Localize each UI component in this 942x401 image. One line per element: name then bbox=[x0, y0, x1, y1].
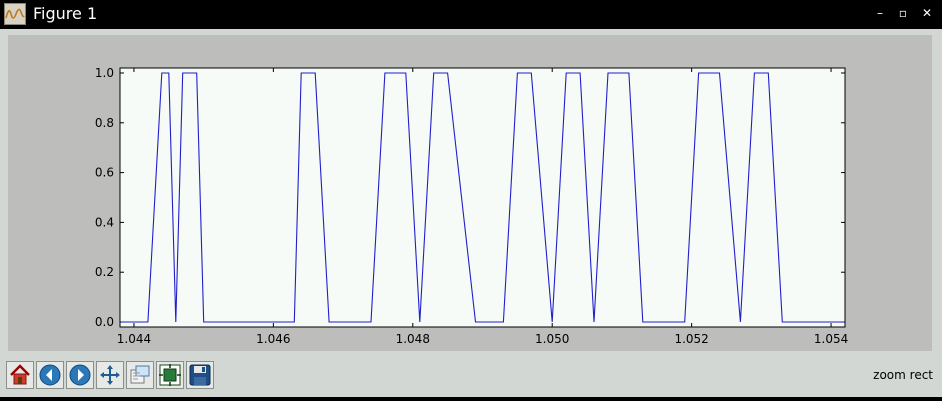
zoom-button[interactable] bbox=[126, 361, 154, 389]
y-tick-label: 0.4 bbox=[95, 215, 114, 229]
plot-area bbox=[120, 68, 845, 327]
close-button[interactable]: ✕ bbox=[921, 6, 933, 20]
pan-button[interactable] bbox=[96, 361, 124, 389]
x-tick-label: 1.046 bbox=[256, 332, 290, 346]
title-bar[interactable]: Figure 1 – ▫ ✕ bbox=[0, 0, 942, 29]
y-tick-label: 1.0 bbox=[95, 66, 114, 80]
home-icon bbox=[10, 364, 30, 385]
series-group bbox=[120, 72, 845, 323]
toolbar-status-message: zoom rect bbox=[873, 368, 933, 382]
navigation-toolbar: zoom rect bbox=[0, 359, 942, 393]
save-icon bbox=[189, 364, 211, 386]
zoom-icon bbox=[130, 365, 150, 384]
y-tick-label: 0.8 bbox=[95, 116, 114, 130]
subplots-button[interactable] bbox=[156, 361, 184, 389]
plot-frame bbox=[119, 67, 846, 328]
matplotlib-app-icon bbox=[4, 3, 26, 25]
forward-button[interactable] bbox=[66, 361, 94, 389]
waveform-icon bbox=[5, 8, 25, 19]
line-chart[interactable]: 1.044 1.046 1.048 1.050 1.052 1.054 0.0 0.2 0.4… bbox=[8, 35, 932, 351]
x-tick-label: 1.052 bbox=[674, 332, 708, 346]
y-tick-label: 0.2 bbox=[95, 265, 114, 279]
save-button[interactable] bbox=[186, 361, 214, 389]
x-tick-label: 1.048 bbox=[396, 332, 430, 346]
window-title: Figure 1 bbox=[33, 4, 98, 23]
home-button[interactable] bbox=[6, 361, 34, 389]
y-tick-labels: 0.0 0.2 0.4 0.6 0.8 1.0 bbox=[95, 66, 114, 329]
back-button[interactable] bbox=[36, 361, 64, 389]
minimize-button[interactable]: – bbox=[877, 6, 883, 20]
figure-canvas[interactable]: 1.044 1.046 1.048 1.050 1.052 1.054 0.0 0.2 0.4… bbox=[8, 35, 932, 351]
back-icon bbox=[39, 364, 61, 386]
x-tick-label: 1.050 bbox=[535, 332, 569, 346]
window-bottom-edge bbox=[0, 397, 942, 401]
x-tick-label: 1.044 bbox=[117, 332, 151, 346]
pan-icon bbox=[100, 365, 120, 385]
series-line-0 bbox=[120, 72, 845, 323]
y-tick-label: 0.6 bbox=[95, 166, 114, 180]
x-tick-label: 1.054 bbox=[814, 332, 848, 346]
subplots-icon bbox=[159, 364, 181, 386]
y-tick-label: 0.0 bbox=[95, 315, 114, 329]
window-client-area: 1.044 1.046 1.048 1.050 1.052 1.054 0.0 0.2 0.4… bbox=[0, 29, 942, 397]
maximize-button[interactable]: ▫ bbox=[898, 6, 908, 20]
x-tick-marks bbox=[133, 68, 832, 327]
forward-icon bbox=[69, 364, 91, 386]
x-tick-labels: 1.044 1.046 1.048 1.050 1.052 1.054 bbox=[117, 332, 848, 346]
